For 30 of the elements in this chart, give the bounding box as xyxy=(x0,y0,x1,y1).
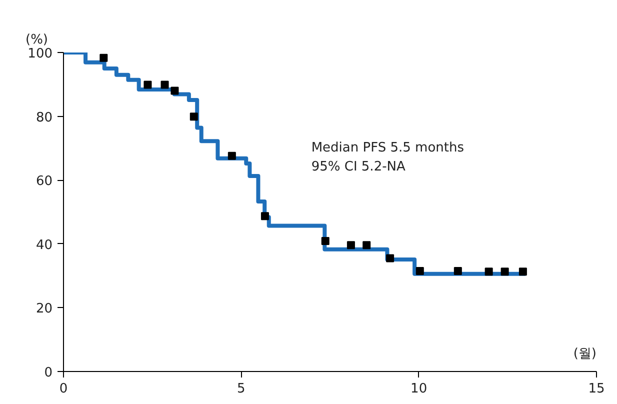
point xyxy=(190,112,198,121)
x-tick-label: 15 xyxy=(588,382,605,396)
point xyxy=(170,86,179,95)
y-tick-label: 40 xyxy=(36,238,53,253)
y-tick-label: 20 xyxy=(36,302,53,317)
point xyxy=(100,54,108,62)
x-tick-label: 10 xyxy=(410,382,428,396)
point xyxy=(518,268,527,276)
annotation: Median PFS 5.5 months xyxy=(311,140,464,156)
point xyxy=(500,268,509,276)
y-tick-label: 80 xyxy=(36,110,53,126)
point xyxy=(228,152,236,160)
point xyxy=(260,212,269,220)
point xyxy=(160,80,169,89)
y-tick-label: 60 xyxy=(36,174,53,190)
x-tick-label: 0 xyxy=(59,382,68,396)
point xyxy=(144,80,152,89)
point xyxy=(386,254,394,262)
point xyxy=(362,241,371,250)
point xyxy=(346,241,355,250)
y-axis-title: (%) xyxy=(26,32,48,48)
y-tick-label: 0 xyxy=(44,366,53,380)
point xyxy=(416,267,424,276)
point xyxy=(484,268,493,276)
annotation: 95% CI 5.2-NA xyxy=(311,160,406,175)
x-tick-label: 5 xyxy=(237,382,246,396)
x-axis-title: (월) xyxy=(573,346,597,362)
y-tick-label: 100 xyxy=(28,46,53,62)
point xyxy=(321,237,330,246)
point xyxy=(454,267,462,276)
